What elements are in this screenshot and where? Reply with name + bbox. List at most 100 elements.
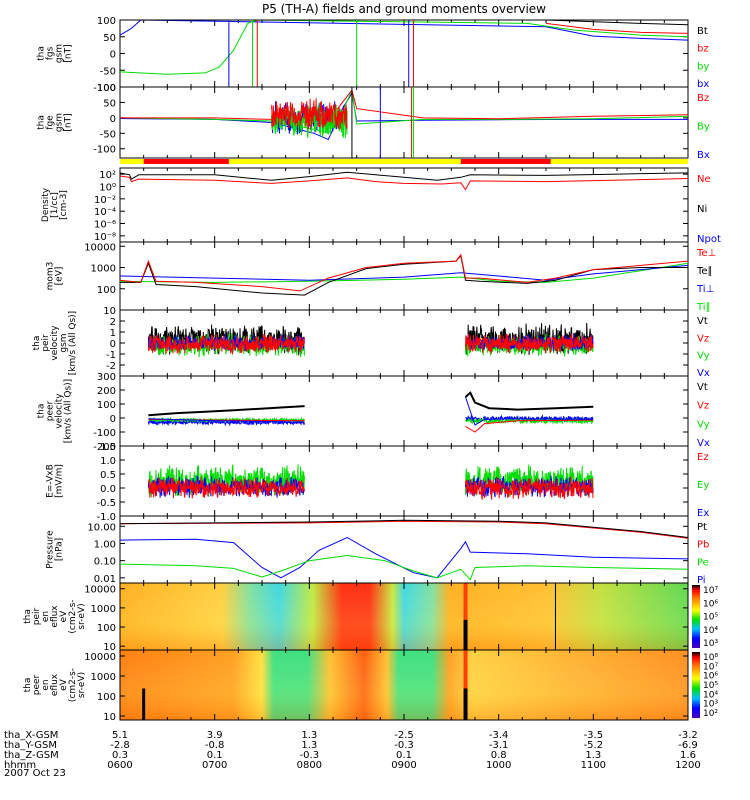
- x-row-value: 1.6: [680, 750, 696, 761]
- series-vz: [147, 334, 305, 355]
- y-axis-label: peer: [32, 674, 42, 695]
- y-tick-label: 10: [103, 306, 116, 317]
- mode-bar-yellow: [120, 159, 688, 164]
- x-row-value: -3.4: [489, 730, 509, 741]
- colorbar-label: 10⁵: [703, 613, 718, 623]
- y-tick-label: 300: [97, 372, 116, 383]
- series-vt: [147, 324, 305, 356]
- legend-Ex: Ex: [697, 508, 709, 519]
- series-pi: [119, 536, 689, 579]
- y-tick-label: 1.00: [94, 539, 116, 550]
- legend-Vx: Vx: [697, 438, 710, 449]
- x-row-value: 0.8: [491, 750, 507, 761]
- y-tick-label: 10000: [84, 242, 116, 253]
- x-row-label: hhmm: [4, 760, 36, 771]
- y-axis-label: tha: [23, 609, 33, 624]
- y-axis-label: velocity: [55, 393, 65, 429]
- y-axis-label: (cm2-s-: [68, 668, 78, 702]
- legend-Ni: Ni: [697, 204, 707, 215]
- legend-Ez: Ez: [697, 452, 709, 463]
- panel-temp: 10000 1000 100 10 mom3 [eV] Te⊥ Te∥ Ti⊥ Ti∥: [46, 241, 716, 317]
- series-te-par: [120, 254, 688, 296]
- series-te-perp: [119, 253, 689, 292]
- y-axis-label: Pressure: [46, 530, 56, 569]
- y-tick-label: -50: [100, 66, 116, 77]
- legend-Vy: Vy: [697, 419, 710, 430]
- series-vx: [148, 418, 305, 423]
- x-row-value: -0.3: [300, 750, 320, 761]
- colorbar-label: 10⁷: [703, 662, 718, 672]
- x-row-value: 0.1: [396, 750, 412, 761]
- y-axis-label: mom3: [46, 262, 56, 291]
- y-tick-label: 0.0: [100, 484, 116, 495]
- x-row-label: tha_Z-GSM: [4, 750, 59, 761]
- x-row-value: -2.8: [110, 740, 130, 751]
- y-tick-label: 10⁻²: [94, 195, 116, 206]
- plot-title: P5 (TH-A) fields and ground moments over…: [262, 2, 546, 16]
- series-ti-par: [119, 262, 689, 283]
- x-row-value: -0.3: [394, 740, 414, 751]
- y-tick-label: -100: [93, 145, 116, 156]
- y-axis-label: [nT]: [64, 44, 74, 62]
- x-row-value: -0.8: [205, 740, 225, 751]
- mode-bar: [120, 159, 688, 164]
- y-axis-label: (cm2-s-: [68, 599, 78, 633]
- spectrogram-gap-left: [142, 688, 146, 720]
- legend-Vz: Vz: [697, 401, 709, 412]
- y-tick-label: -100: [93, 428, 116, 439]
- y-axis-label: [km/s (All Qs)]: [64, 379, 74, 443]
- panel-frame: [119, 167, 689, 243]
- y-tick-label: 50: [103, 33, 116, 44]
- y-tick-label: 10²: [99, 170, 116, 181]
- y-tick-label: -1: [106, 350, 116, 361]
- legend-by: by: [697, 61, 709, 72]
- x-row-value: 5.1: [112, 730, 128, 741]
- y-axis-label: Density: [41, 187, 51, 222]
- mode-bar-red: [143, 159, 229, 164]
- y-axis-label: fgs: [46, 46, 56, 60]
- colorbar-label: 10⁴: [703, 690, 718, 700]
- legend-Vx: Vx: [697, 368, 710, 379]
- y-axis-label: E=-VxB: [46, 464, 56, 498]
- y-axis-label: tha: [37, 404, 47, 419]
- x-row-value: -3.2: [678, 730, 698, 741]
- spectrogram-shade: [120, 583, 688, 650]
- y-axis-label: en: [41, 611, 51, 622]
- panel-frame: [119, 86, 689, 159]
- x-row-value: 1100: [581, 760, 606, 771]
- series-vt: [464, 391, 594, 411]
- series-By: [119, 88, 689, 134]
- y-tick-label: 1.0: [100, 456, 116, 467]
- mode-bar-red: [460, 159, 551, 164]
- y-tick-label: 1000: [91, 264, 116, 275]
- x-row-value: -3.5: [584, 730, 604, 741]
- legend-Pe: Pe: [697, 557, 709, 568]
- legend-Pb: Pb: [697, 540, 709, 551]
- y-tick-label: 0.01: [94, 574, 116, 585]
- y-tick-label: 100: [97, 400, 116, 411]
- series-ez: [465, 476, 594, 501]
- x-row-value: 1.3: [301, 740, 317, 751]
- y-tick-label: 100: [97, 623, 116, 634]
- y-tick-label: -2: [106, 361, 116, 372]
- x-row-value: 0.3: [112, 750, 128, 761]
- y-tick-label: -0.5: [96, 498, 116, 509]
- panel-pressure: 10.00 1.00 0.10 0.01 Pressure [nPa] Pt Pb Pe Pi: [46, 515, 709, 586]
- x-row-value: 0700: [202, 760, 227, 771]
- y-axis-label: [mV/m]: [55, 464, 65, 498]
- date-label: 2007 Oct 23: [4, 768, 66, 779]
- y-axis-label: peir: [41, 334, 51, 352]
- y-axis-label: tha: [32, 336, 42, 351]
- x-row-value: -3.1: [489, 740, 509, 751]
- legend-Ne: Ne: [697, 174, 711, 185]
- spectrogram-gap-black: [463, 619, 468, 650]
- y-tick-label: 10⁻⁸: [94, 232, 116, 243]
- y-axis-label: eV: [59, 610, 69, 623]
- panel-fgs: 100 50 0 -50 -100 tha fgs gsm [nT] Bt bz by bx: [37, 16, 710, 94]
- legend-Vt: Vt: [697, 382, 708, 393]
- legend-Ti⊥: Ti⊥: [696, 284, 714, 295]
- y-tick-label: -200: [93, 442, 116, 453]
- y-axis-label: gsm: [59, 333, 69, 352]
